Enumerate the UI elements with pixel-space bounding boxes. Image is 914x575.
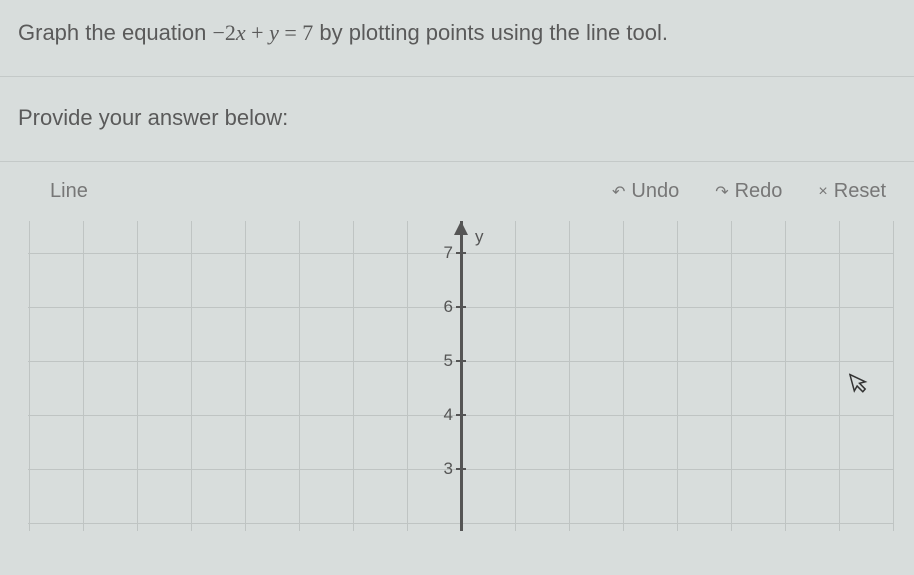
prompt-suffix: by plotting points using the line tool. <box>313 20 668 45</box>
y-tick-label: 6 <box>433 297 453 317</box>
graph-toolbar: Line ↶ Undo ↷ Redo × Reset <box>0 162 914 221</box>
gridline-vertical <box>677 221 678 531</box>
gridline-vertical <box>353 221 354 531</box>
line-tool-button[interactable]: Line <box>50 180 88 203</box>
y-tick <box>456 252 466 254</box>
gridline-vertical <box>245 221 246 531</box>
gridline-vertical <box>893 221 894 531</box>
prompt-prefix: Graph the equation <box>18 20 212 45</box>
undo-icon: ↶ <box>612 182 625 202</box>
gridline-vertical <box>731 221 732 531</box>
question-prompt: Graph the equation −2x + y = 7 by plotti… <box>0 0 914 77</box>
redo-icon: ↷ <box>715 182 728 202</box>
redo-button[interactable]: ↷ Redo <box>715 180 782 203</box>
y-axis <box>460 221 463 531</box>
gridline-vertical <box>137 221 138 531</box>
y-tick-label: 4 <box>433 405 453 425</box>
gridline-vertical <box>29 221 30 531</box>
graph-canvas[interactable]: y 7 6 5 4 3 <box>0 221 914 531</box>
gridline-vertical <box>623 221 624 531</box>
y-axis-arrow-icon <box>454 221 468 235</box>
gridline-vertical <box>569 221 570 531</box>
y-tick-label: 3 <box>433 459 453 479</box>
gridline-vertical <box>407 221 408 531</box>
reset-icon: × <box>818 183 827 201</box>
y-tick <box>456 306 466 308</box>
gridline-vertical <box>515 221 516 531</box>
y-axis-label: y <box>475 227 484 247</box>
gridline-vertical <box>191 221 192 531</box>
y-tick <box>456 468 466 470</box>
equation: −2x + y = 7 <box>212 20 313 45</box>
y-tick-label: 5 <box>433 351 453 371</box>
undo-button[interactable]: ↶ Undo <box>612 180 679 203</box>
gridline-vertical <box>785 221 786 531</box>
gridline-vertical <box>83 221 84 531</box>
y-tick <box>456 414 466 416</box>
y-tick-label: 7 <box>433 243 453 263</box>
gridline-vertical <box>299 221 300 531</box>
gridline-vertical <box>839 221 840 531</box>
y-tick <box>456 360 466 362</box>
reset-button[interactable]: × Reset <box>818 180 886 203</box>
answer-instruction: Provide your answer below: <box>0 77 914 162</box>
